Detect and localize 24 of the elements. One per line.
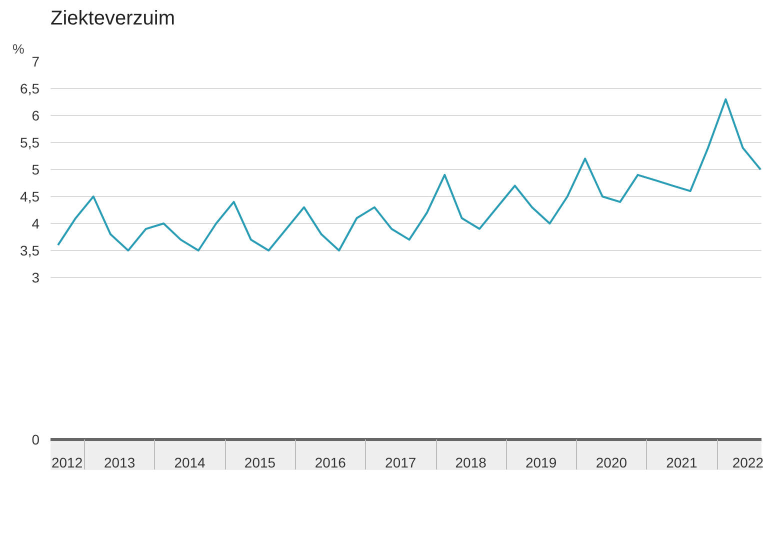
x-tick-label: 2014 (174, 454, 206, 470)
y-tick-label: 5,5 (20, 134, 40, 150)
y-axis-title: % (12, 42, 24, 56)
y-tick-label: 4 (32, 216, 40, 232)
y-tick-label: 4,5 (20, 188, 40, 204)
x-tick-label: 2015 (244, 454, 276, 470)
x-tick-label: 2019 (525, 454, 557, 470)
x-tick-label: 2022 (732, 454, 763, 470)
x-tick-label: 2018 (455, 454, 487, 470)
y-tick-label: 3,5 (20, 242, 40, 258)
chart-title: Ziekteverzuim (50, 8, 175, 30)
line-series (57, 98, 762, 252)
x-tick-label: 2016 (314, 454, 346, 470)
x-tick-label: 2020 (596, 454, 628, 470)
x-tick-label: 2013 (104, 454, 136, 470)
y-tick-label: 6 (32, 108, 40, 124)
y-tick-label: 5 (32, 162, 40, 178)
y-tick-label: 6,5 (20, 80, 40, 96)
x-tick-label: 2012 (51, 454, 83, 470)
y-tick-label: 3 (32, 270, 40, 286)
y-tick-label: 7 (32, 54, 40, 70)
y-tick-label: 0 (32, 432, 40, 448)
x-tick-label: 2021 (666, 454, 698, 470)
x-tick-label: 2017 (385, 454, 416, 470)
